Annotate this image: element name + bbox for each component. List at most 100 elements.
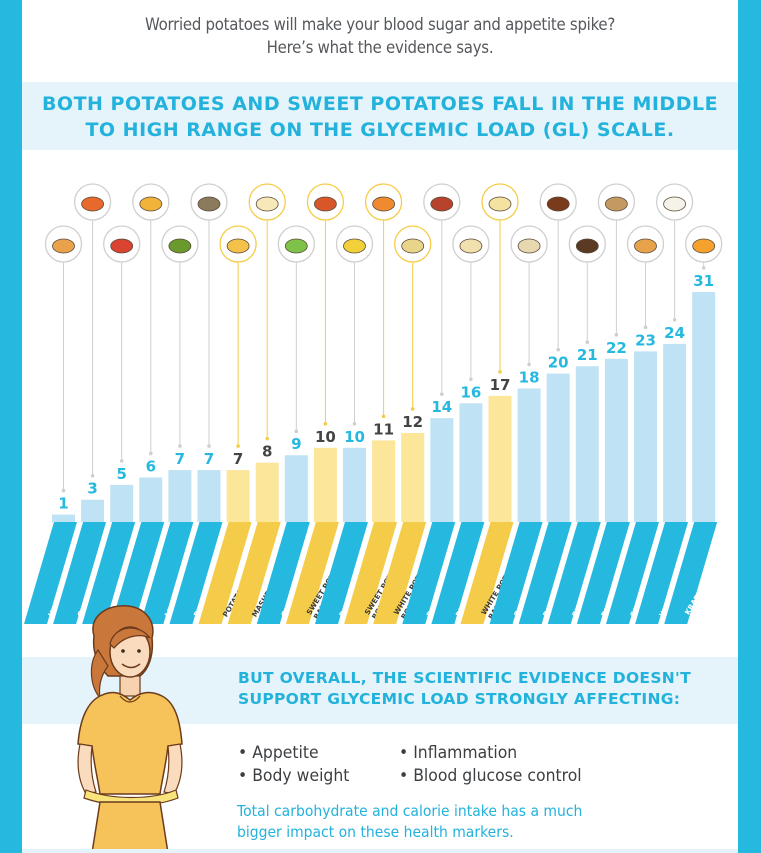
bullet-appetite: • Appetite <box>238 743 319 763</box>
connector-dot-banana <box>352 422 357 426</box>
bar-baked-beans <box>430 418 454 522</box>
value-label-apple: 5 <box>116 465 126 483</box>
bar-brown-rice <box>604 358 628 522</box>
connector-dot-carrots <box>90 473 95 478</box>
label-band-spaghetti <box>606 522 659 624</box>
value-label-white-potato-boiled: 12 <box>402 413 423 431</box>
brown-rice-icon-food <box>605 196 628 212</box>
value-label-snickers-bar: 21 <box>577 346 598 364</box>
label-band-raisins <box>518 522 572 624</box>
value-label-sweet-potato-boiled: 11 <box>373 420 394 438</box>
bar-banana <box>343 447 366 522</box>
chart-headline: BOTH POTATOES AND SWEET POTATOES FALL IN… <box>41 93 719 141</box>
connector-dot-sweet-potato-boiled <box>381 414 386 419</box>
label-band-banana <box>315 522 368 624</box>
infographic-page: Worried potatoes will make your blood su… <box>22 0 738 853</box>
apple-juice-icon-food <box>139 196 163 212</box>
hummus-bowl-icon-food <box>52 238 75 254</box>
label-band-black-eyed-peas <box>169 522 223 624</box>
label-band-sweet-potato-boiled <box>344 522 398 624</box>
value-label-quinoa: 18 <box>519 368 540 386</box>
value-label-hummus-bowl: 1 <box>58 495 68 513</box>
value-label-mashed-potatoes: 8 <box>262 443 272 461</box>
value-label-banana: 10 <box>344 428 365 446</box>
label-band-fettuccine <box>431 522 485 624</box>
connector-dot-apple-juice <box>149 451 153 456</box>
label-band-hummus-bowl <box>24 522 77 624</box>
connector-dot-baked-beans <box>440 392 444 396</box>
carrots-icon-food <box>81 196 104 212</box>
value-label-brown-rice: 22 <box>606 339 627 357</box>
bar-white-rice <box>663 343 687 522</box>
white-rice-icon-food <box>663 196 686 212</box>
bullet-body-weight: • Body weight <box>238 766 350 786</box>
bar-black-eyed-peas <box>197 470 221 522</box>
bar-apple-juice <box>139 477 163 522</box>
banana-icon-food <box>343 238 366 254</box>
sweet-potato-baked-icon-food <box>313 196 337 212</box>
value-label-lentils: 7 <box>175 450 185 468</box>
value-label-white-rice: 24 <box>664 324 685 342</box>
quinoa-icon-food <box>517 238 541 254</box>
connector-dot-snickers-bar <box>585 340 590 344</box>
bar-lentils <box>168 470 192 522</box>
label-band-baked-beans <box>402 522 456 624</box>
spaghetti-icon-food <box>634 238 657 254</box>
connector-dot-brown-rice <box>614 332 619 337</box>
label-band-mac-and-cheese <box>664 522 718 624</box>
value-label-fettuccine: 16 <box>460 383 481 401</box>
bar-sweet-potato-baked <box>313 447 337 522</box>
connector-dot-spaghetti <box>643 325 648 330</box>
bar-apple <box>110 484 134 522</box>
label-band-snickers-bar <box>547 522 601 624</box>
bullet-list-left: • Appetite • Body weight <box>238 742 349 788</box>
closing-text: Total carbohydrate and calorie intake ha… <box>237 802 583 841</box>
bar-fettuccine <box>459 403 483 522</box>
bullet-list-right: • Inflammation • Blood glucose control <box>399 742 582 788</box>
label-band-white-potato-baked <box>460 522 514 624</box>
bar-mashed-potatoes <box>255 462 279 522</box>
headline-band <box>22 82 738 150</box>
bar-hummus-bowl <box>52 514 75 522</box>
value-label-carrots: 3 <box>87 480 97 498</box>
white-potato-baked-icon-food <box>488 196 512 212</box>
value-label-baked-beans: 14 <box>431 398 452 416</box>
label-band-carrots <box>53 522 107 624</box>
label-band-green-peas <box>256 522 310 624</box>
label-band-quinoa <box>489 522 543 624</box>
label-band-sweet-potato-baked <box>285 522 339 624</box>
bar-mac-and-cheese <box>692 292 716 522</box>
sweet-potato-boiled-icon-food <box>372 196 396 212</box>
label-band-white-potato-boiled <box>373 522 427 624</box>
connector-dot-raisins <box>556 347 560 352</box>
label-band-apple <box>82 522 136 624</box>
connector-dot-white-potato-boiled <box>410 407 415 411</box>
bar-white-potato-baked <box>488 395 512 522</box>
mashed-potatoes-icon-food <box>255 196 279 212</box>
snickers-bar-icon-food <box>575 238 599 254</box>
raisins-icon-food <box>546 196 570 212</box>
bottom-divider <box>22 849 738 853</box>
bar-sweet-potato-boiled <box>372 440 396 522</box>
green-peas-icon-food <box>284 238 308 254</box>
fettuccine-icon-food <box>459 238 483 254</box>
connector-dot-apple <box>119 459 124 463</box>
connector-dot-mac-and-cheese <box>701 266 706 270</box>
bullet-blood-glucose: • Blood glucose control <box>399 766 582 786</box>
mac-and-cheese-icon-food <box>692 238 716 254</box>
connector-dot-mashed-potatoes <box>265 436 269 441</box>
connector-dot-quinoa <box>527 362 531 367</box>
connector-dot-sweet-potato-baked <box>323 422 328 426</box>
connector-dot-potato-chips <box>236 444 240 448</box>
label-band-lentils <box>140 522 194 624</box>
value-label-mac-and-cheese: 31 <box>693 272 714 290</box>
label-band-white-rice <box>635 522 689 624</box>
bar-green-peas <box>284 455 308 522</box>
value-label-raisins: 20 <box>548 354 569 372</box>
intro-text: Worried potatoes will make your blood su… <box>144 15 616 58</box>
bullet-inflammation: • Inflammation <box>399 743 518 763</box>
potato-chips-icon-food <box>226 238 250 254</box>
conclusion-headline: BUT OVERALL, THE SCIENTIFIC EVIDENCE DOE… <box>238 669 691 708</box>
bar-white-potato-boiled <box>401 432 425 522</box>
